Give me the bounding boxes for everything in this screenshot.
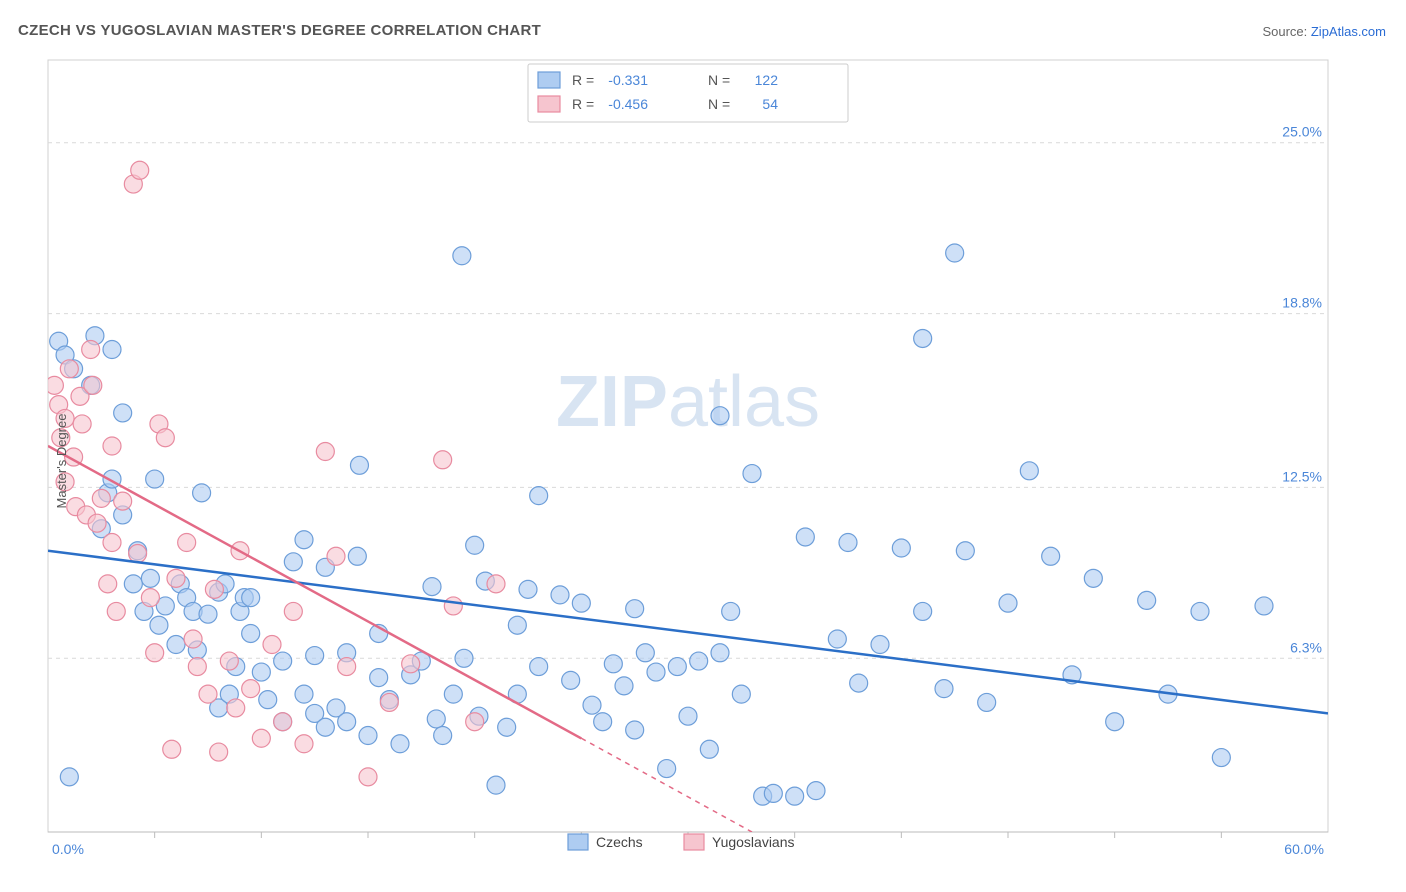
svg-text:-0.456: -0.456 bbox=[608, 96, 648, 112]
svg-text:Yugoslavians: Yugoslavians bbox=[712, 834, 795, 850]
svg-text:R =: R = bbox=[572, 96, 594, 112]
y-axis-label: Master's Degree bbox=[54, 414, 69, 509]
watermark: ZIPatlas bbox=[556, 362, 820, 442]
correlation-legend: R = -0.331 N = 122 R = -0.456 N = 54 bbox=[528, 64, 848, 122]
svg-text:54: 54 bbox=[762, 96, 778, 112]
svg-text:122: 122 bbox=[755, 72, 779, 88]
y-tick-label: 12.5% bbox=[1282, 468, 1322, 484]
svg-text:R =: R = bbox=[572, 72, 594, 88]
y-tick-label: 25.0% bbox=[1282, 124, 1322, 140]
source-link[interactable]: ZipAtlas.com bbox=[1311, 24, 1386, 39]
source-attribution: Source: ZipAtlas.com bbox=[1262, 24, 1386, 39]
y-tick-label: 18.8% bbox=[1282, 295, 1322, 311]
scatter-chart: 6.3% 12.5% 18.8% 25.0% 0.0% 60.0% ZIPatlas R =-… bbox=[18, 50, 1388, 872]
series-legend: Czechs Yugoslavians bbox=[568, 834, 795, 850]
svg-text:-0.331: -0.331 bbox=[608, 72, 648, 88]
svg-text:N =: N = bbox=[708, 72, 730, 88]
svg-text:Czechs: Czechs bbox=[596, 834, 643, 850]
y-tick-label: 6.3% bbox=[1290, 639, 1322, 655]
chart-title: CZECH VS YUGOSLAVIAN MASTER'S DEGREE COR… bbox=[18, 22, 541, 39]
chart-container: Master's Degree 6.3% 12.5% 18.8% 25.0% 0.0% 6… bbox=[18, 50, 1388, 872]
svg-text:N =: N = bbox=[708, 96, 730, 112]
source-label: Source: bbox=[1262, 24, 1310, 39]
x-tick-label: 0.0% bbox=[52, 841, 84, 857]
x-tick-label: 60.0% bbox=[1284, 841, 1324, 857]
